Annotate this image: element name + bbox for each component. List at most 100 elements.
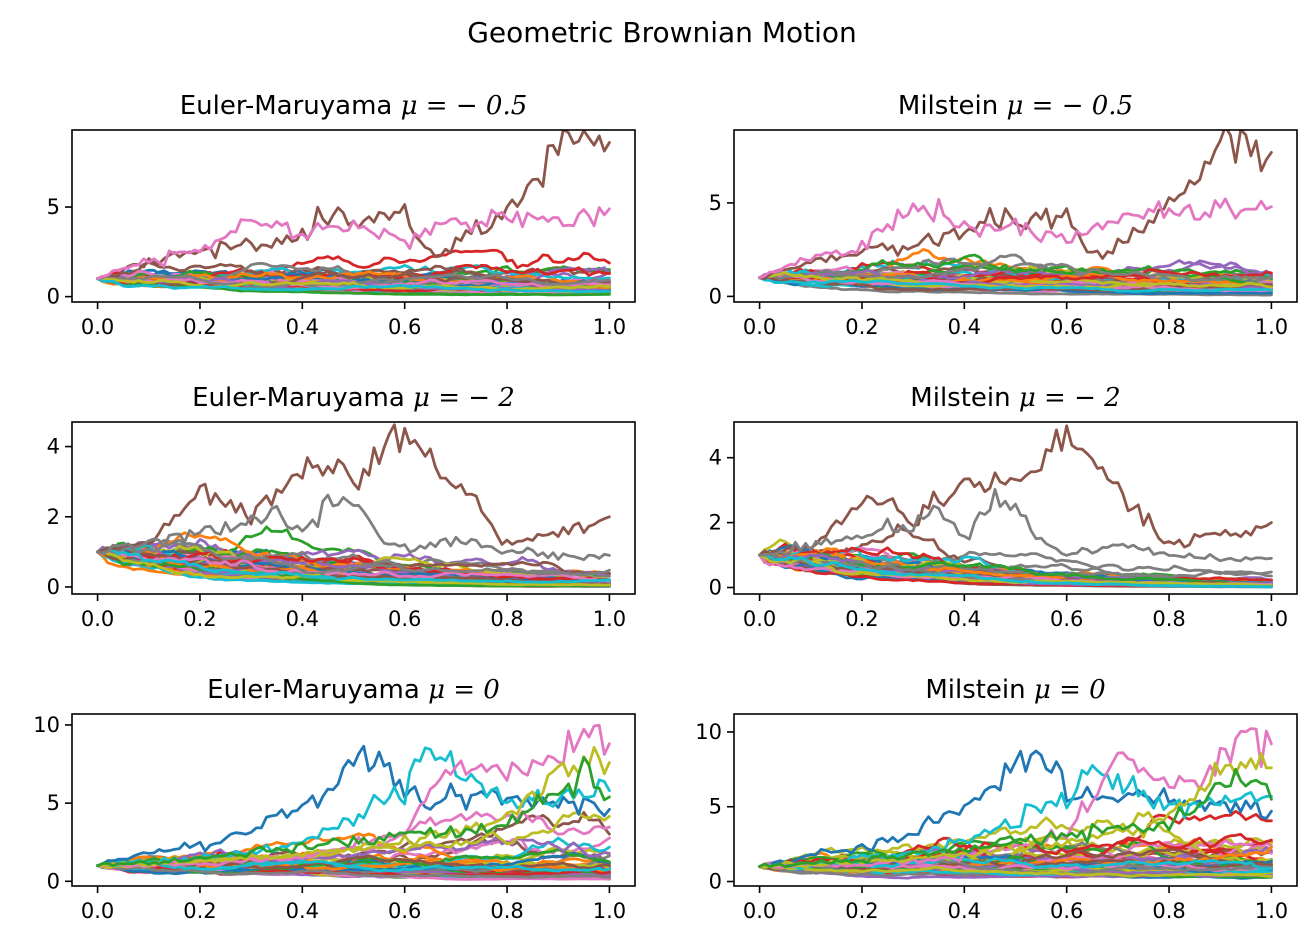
y-tick-label: 5: [47, 791, 60, 815]
subplot-title: Euler-Maruyama μ = − 0.5: [180, 91, 528, 121]
x-tick-label: 1.0: [1255, 315, 1288, 339]
y-tick-label: 0: [47, 869, 60, 893]
x-tick-label: 0.8: [1152, 899, 1185, 923]
y-tick-label: 0: [709, 870, 722, 894]
x-tick-label: 0.2: [183, 607, 216, 631]
highlight-path: [758, 727, 1273, 870]
subplot-title-mu: μ = − 0.5: [401, 91, 528, 121]
path-group: [758, 727, 1273, 880]
y-tick-label: 0: [709, 284, 722, 308]
sample-path: [96, 538, 611, 577]
highlight-path: [96, 206, 611, 281]
subplot-title-method: Milstein: [910, 383, 1019, 413]
subplot-1: Euler-Maruyama μ = − 0.5 0.0 0.2 0.4 0.6 0.8 1…: [47, 91, 636, 339]
x-tick-label: 1.0: [1255, 607, 1288, 631]
path-group: [96, 130, 611, 297]
sample-path: [96, 550, 611, 583]
highlight-path: [758, 767, 1273, 869]
y-tick-label: 5: [47, 195, 60, 219]
subplot-title-mu: μ = − 0.5: [1006, 91, 1133, 121]
y-tick-label: 4: [47, 435, 60, 459]
sample-path: [96, 863, 611, 879]
path-group: [758, 130, 1273, 297]
y-tick-label: 0: [47, 285, 60, 309]
x-tick-label: 0.8: [490, 607, 523, 631]
subplot-title-mu: μ = − 2: [1019, 383, 1121, 413]
sample-path: [96, 277, 611, 294]
subplot-3: Euler-Maruyama μ = − 2 0.0 0.2 0.4 0.6 0.8 1.0…: [47, 383, 636, 631]
x-tick-label: 1.0: [1255, 899, 1288, 923]
x-tick-label: 0.0: [81, 607, 114, 631]
subplot-grid: Euler-Maruyama μ = − 0.5 0.0 0.2 0.4 0.6 0.8 1…: [33, 91, 1298, 923]
highlight-path: [758, 424, 1273, 557]
x-tick-label: 0.0: [743, 315, 776, 339]
x-tick-label: 0.4: [948, 607, 981, 631]
highlight-path: [758, 752, 1273, 869]
x-tick-label: 0.2: [845, 315, 878, 339]
x-tick-label: 0.6: [1050, 607, 1083, 631]
x-tick-label: 0.8: [1152, 315, 1185, 339]
highlight-path: [96, 756, 611, 868]
x-tick-label: 0.8: [490, 315, 523, 339]
highlight-path: [96, 746, 611, 868]
axes-frame: [71, 129, 636, 303]
x-tick-label: 0.8: [1152, 607, 1185, 631]
axes-frame: [71, 713, 636, 887]
subplot-2: Milstein μ = − 0.5 0.0 0.2 0.4 0.6 0.8 1.0 0 5: [709, 91, 1298, 339]
sample-path: [96, 835, 611, 868]
sample-path: [96, 546, 611, 584]
x-tick-label: 0.2: [183, 899, 216, 923]
subplot-title-mu: μ = − 2: [413, 383, 515, 413]
x-tick-label: 1.0: [593, 899, 626, 923]
y-tick-label: 0: [47, 575, 60, 599]
path-group: [758, 424, 1273, 589]
path-group: [96, 723, 611, 881]
x-tick-label: 1.0: [593, 315, 626, 339]
figure-suptitle: Geometric Brownian Motion: [467, 16, 857, 49]
sample-path: [758, 271, 1273, 290]
y-tick-label: 5: [709, 191, 722, 215]
y-tick-label: 10: [695, 720, 722, 744]
subplot-title-method: Milstein: [925, 675, 1034, 705]
subplot-title-method: Euler-Maruyama: [192, 383, 413, 413]
subplot-title-mu: μ = 0: [1034, 675, 1106, 705]
subplot-title-method: Euler-Maruyama: [180, 91, 401, 121]
subplot-title: Euler-Maruyama μ = 0: [207, 675, 500, 705]
highlight-path: [96, 723, 611, 869]
axes-frame: [733, 713, 1298, 887]
subplot-5: Euler-Maruyama μ = 0 0.0 0.2 0.4 0.6 0.8 1.0 0 5…: [33, 675, 636, 923]
x-tick-label: 0.4: [948, 899, 981, 923]
x-tick-label: 0.0: [81, 315, 114, 339]
axes-frame: [733, 421, 1298, 595]
sample-path: [96, 277, 611, 292]
subplot-6: Milstein μ = 0 0.0 0.2 0.4 0.6 0.8 1.0 0 5 10: [695, 675, 1298, 923]
axes-frame: [71, 421, 636, 595]
x-tick-label: 0.4: [286, 899, 319, 923]
subplot-title-method: Euler-Maruyama: [207, 675, 428, 705]
sample-path: [758, 253, 1273, 282]
x-tick-label: 0.0: [81, 899, 114, 923]
x-tick-label: 0.6: [388, 607, 421, 631]
highlight-path: [96, 423, 611, 554]
sample-path: [758, 268, 1273, 286]
sample-path: [96, 858, 611, 873]
x-tick-label: 0.6: [388, 899, 421, 923]
x-tick-label: 0.0: [743, 607, 776, 631]
x-tick-label: 0.6: [1050, 315, 1083, 339]
x-tick-label: 0.6: [388, 315, 421, 339]
y-tick-label: 2: [709, 511, 722, 535]
highlight-path: [96, 493, 611, 562]
x-tick-label: 0.2: [845, 899, 878, 923]
subplot-title: Euler-Maruyama μ = − 2: [192, 383, 515, 413]
path-group: [96, 423, 611, 588]
x-tick-label: 0.2: [183, 315, 216, 339]
x-tick-label: 0.6: [1050, 899, 1083, 923]
sample-path: [96, 851, 611, 876]
sample-path: [96, 550, 611, 587]
sample-path: [96, 275, 611, 290]
sample-path: [758, 553, 1273, 589]
subplot-title-method: Milstein: [898, 91, 1007, 121]
x-tick-label: 0.4: [286, 607, 319, 631]
highlight-path: [758, 197, 1273, 280]
